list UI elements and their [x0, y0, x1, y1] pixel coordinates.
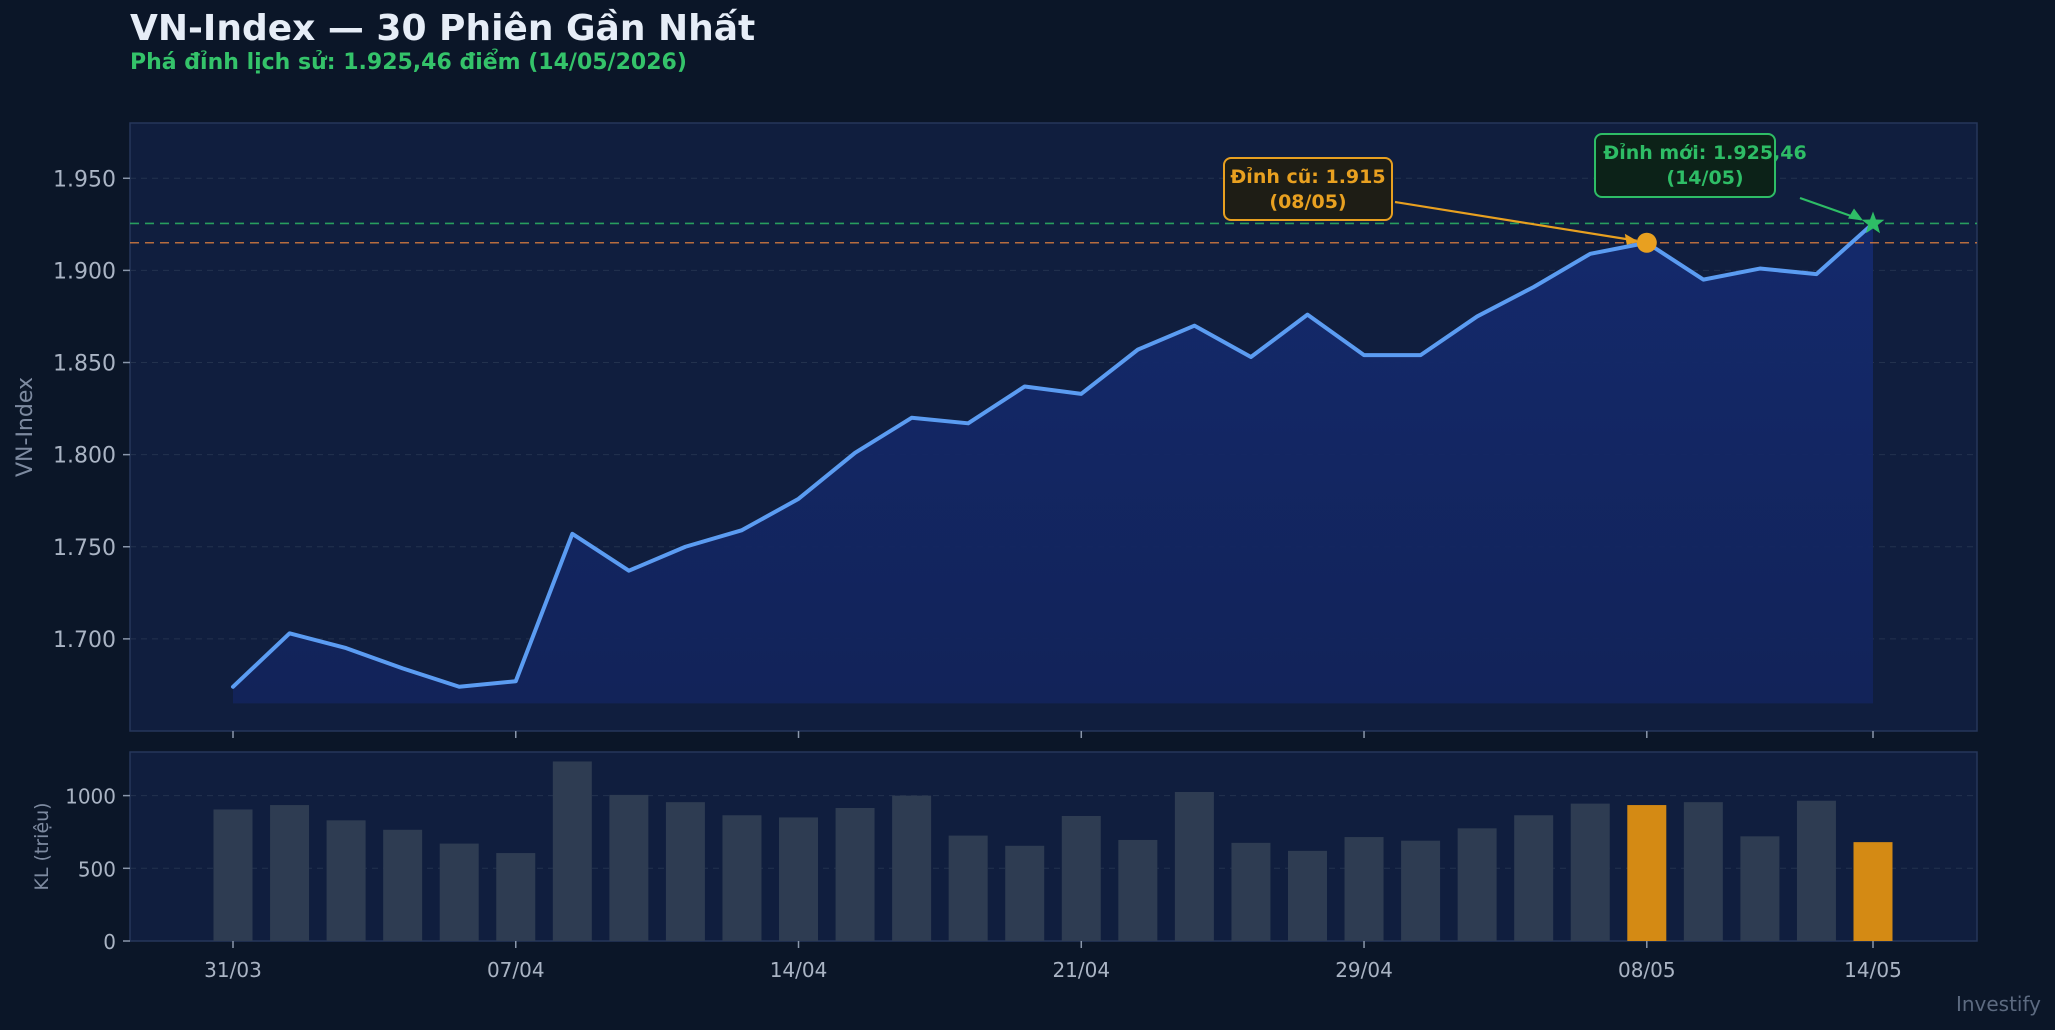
volume-bar	[835, 807, 875, 941]
x-tick-label: 14/04	[770, 958, 828, 982]
price-y-axis-label: VN-Index	[13, 377, 38, 477]
volume-bar	[1514, 815, 1554, 941]
volume-bar	[1796, 800, 1836, 941]
volume-bar	[1740, 836, 1780, 941]
old-peak-marker	[1636, 232, 1657, 253]
new-peak-label: Đỉnh mới: 1.925,46	[1603, 142, 1806, 164]
price-y-tick-label: 1.700	[53, 628, 116, 653]
volume-bar	[609, 794, 649, 941]
volume-bar	[779, 817, 819, 941]
price-y-tick-label: 1.800	[53, 444, 116, 469]
volume-bar	[552, 761, 592, 941]
x-tick-label: 21/04	[1052, 958, 1110, 982]
price-series-line	[231, 221, 1875, 689]
volume-y-tick-label: 500	[78, 857, 116, 881]
old-peak-label-box	[1223, 157, 1393, 221]
volume-bar	[948, 835, 988, 941]
new-peak-label-box	[1594, 133, 1776, 198]
volume-bar	[892, 795, 932, 941]
volume-plot-area	[129, 751, 1978, 942]
volume-bar	[1061, 815, 1101, 941]
volume-bar	[1118, 839, 1158, 941]
volume-bar-highlight	[1627, 805, 1667, 941]
new-peak-date: (14/05)	[1666, 167, 1743, 189]
chart-title: VN-Index — 30 Phiên Gần Nhất	[130, 8, 756, 49]
x-tick-label: 31/03	[204, 958, 262, 982]
volume-bar	[1457, 828, 1497, 941]
volume-bar	[1287, 850, 1327, 941]
volume-bar	[213, 809, 253, 941]
volume-bar	[1005, 845, 1045, 941]
volume-bar	[1683, 802, 1723, 941]
old-peak-arrow	[1394, 200, 1637, 242]
price-y-tick-label: 1.850	[53, 352, 116, 377]
volume-bar	[496, 853, 536, 941]
volume-panel: 0 500 1000 KL (triệu) 31/03 07/04 14/04 21/04 29…	[31, 751, 1978, 982]
watermark: Investify	[1955, 992, 2041, 1016]
price-area-fill	[233, 223, 1873, 704]
volume-bar	[1570, 803, 1610, 941]
volume-bar	[383, 829, 423, 941]
old-peak-date: (08/05)	[1269, 191, 1346, 213]
volume-y-axis-label: KL (triệu)	[31, 802, 53, 890]
volume-bar	[722, 815, 762, 941]
volume-y-tick-label: 1000	[65, 785, 116, 809]
new-peak-arrowhead	[1848, 208, 1863, 221]
price-y-tick-label: 1.950	[53, 167, 116, 192]
volume-bar	[1174, 791, 1214, 941]
x-tick-label: 08/05	[1618, 958, 1676, 982]
volume-bar	[326, 820, 366, 941]
price-y-tick-label: 1.900	[53, 259, 116, 284]
price-y-tick-label: 1.750	[53, 536, 116, 561]
volume-bar	[1401, 840, 1441, 941]
volume-bar-highlight	[1853, 842, 1893, 941]
volume-bar	[1231, 842, 1271, 941]
x-tick-label: 14/05	[1844, 958, 1902, 982]
chart-subtitle: Phá đỉnh lịch sử: 1.925,46 điểm (14/05/2…	[130, 50, 687, 75]
price-panel: 1.700 1.750 1.800 1.850 1.900 1.950 VN-Index Đỉ…	[13, 122, 1978, 738]
volume-bar	[270, 805, 310, 941]
volume-y-tick-label: 0	[103, 930, 116, 954]
x-tick-label: 29/04	[1335, 958, 1393, 982]
old-peak-arrowhead	[1624, 233, 1639, 245]
volume-bar	[665, 802, 705, 941]
volume-bar	[1344, 837, 1384, 941]
volume-bar	[439, 843, 479, 941]
x-tick-label: 07/04	[487, 958, 545, 982]
new-peak-marker	[1861, 211, 1885, 234]
old-peak-label: Đỉnh cũ: 1.915	[1230, 166, 1385, 188]
